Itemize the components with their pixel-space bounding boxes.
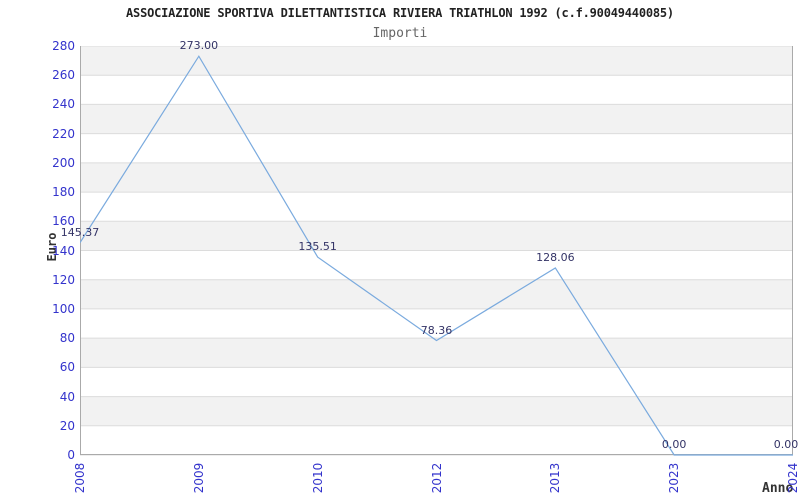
data-point-label: 78.36 [420, 323, 453, 337]
chart-title: ASSOCIAZIONE SPORTIVA DILETTANTISTICA RI… [126, 6, 674, 20]
x-tick-label: 2008 [73, 462, 87, 494]
chart-subtitle: Importi [372, 26, 428, 41]
y-tick-label: 240 [52, 97, 75, 112]
y-tick-label: 0 [67, 448, 75, 462]
y-tick-label: 260 [52, 68, 75, 83]
background-band [80, 46, 793, 76]
data-point-label: 273.00 [179, 39, 219, 53]
plot-area [80, 46, 793, 456]
y-tick-label: 160 [52, 214, 75, 229]
data-point-label: 145.37 [60, 225, 100, 239]
y-tick-label: 140 [52, 243, 75, 258]
x-tick-label: 2024 [786, 462, 800, 494]
y-tick-label: 280 [52, 39, 75, 53]
data-line [80, 55, 793, 456]
x-tick-label: 2013 [548, 462, 563, 494]
background-band [80, 221, 793, 251]
data-point-label: 128.06 [536, 250, 575, 264]
y-tick-label: 40 [59, 389, 75, 404]
data-point-label: 135.51 [298, 240, 337, 254]
y-tick-label: 80 [59, 331, 75, 346]
y-tick-label: 100 [52, 301, 75, 316]
y-tick-label: 20 [59, 418, 75, 433]
x-tick-label: 2023 [667, 462, 682, 494]
x-axis-title: Anno [762, 481, 794, 496]
y-tick-label: 60 [59, 360, 75, 375]
x-tick-label: 2010 [310, 462, 325, 494]
data-point-label: 0.00 [661, 438, 687, 451]
x-tick-label: 2009 [191, 462, 206, 494]
y-tick-label: 180 [52, 185, 75, 200]
background-band [80, 338, 793, 368]
y-tick-label: 200 [52, 155, 75, 170]
data-point-label: 0.00 [773, 438, 799, 451]
x-tick-label: 2012 [429, 462, 444, 494]
background-band [80, 104, 793, 134]
y-tick-label: 120 [52, 272, 75, 287]
y-tick-label: 220 [52, 126, 75, 141]
background-band [80, 396, 793, 426]
background-band [80, 162, 793, 193]
background-band [80, 279, 793, 309]
